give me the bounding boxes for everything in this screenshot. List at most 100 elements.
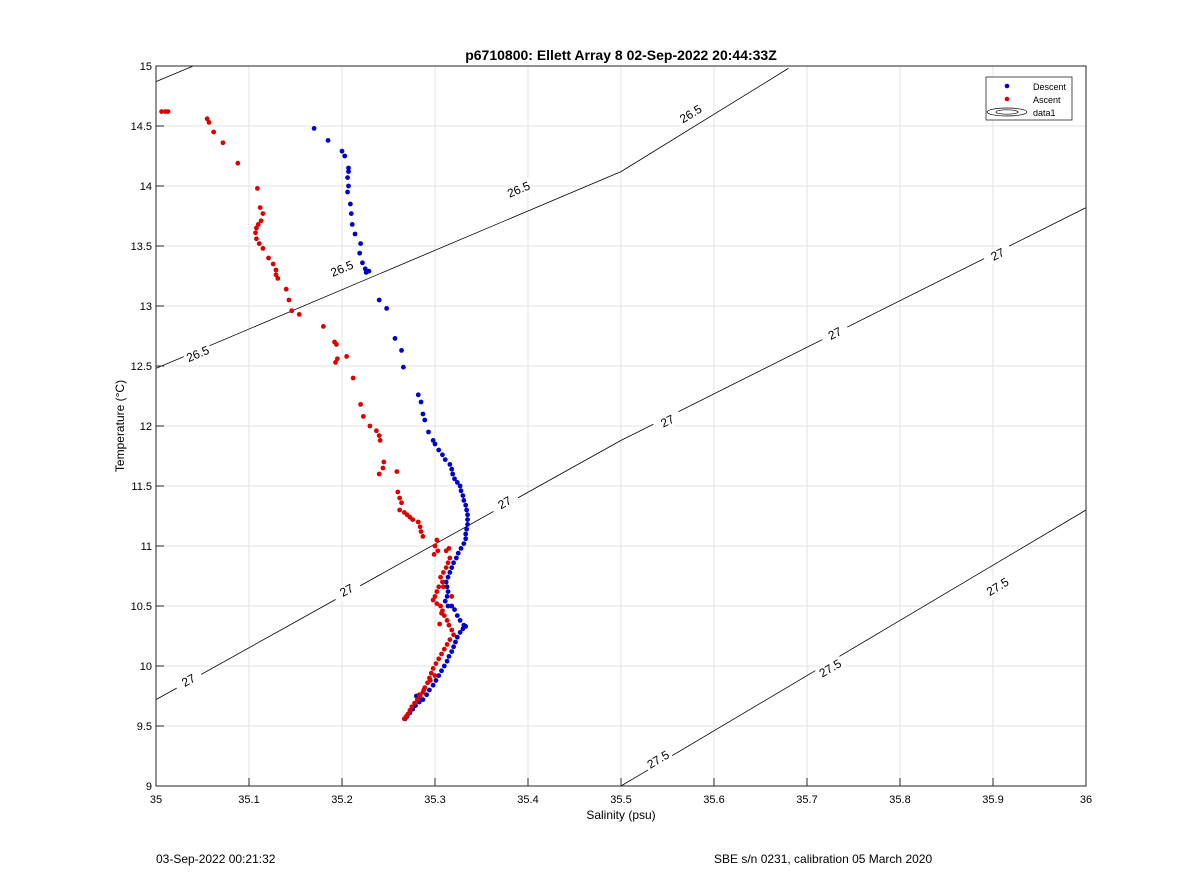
- descent-point: [339, 148, 345, 154]
- x-tick-label: 36: [1080, 794, 1092, 806]
- y-tick-label: 10: [140, 661, 152, 673]
- descent-point: [415, 392, 421, 398]
- ascent-point: [432, 673, 438, 678]
- descent-point: [457, 630, 463, 635]
- descent-point: [392, 336, 398, 341]
- ascent-point: [266, 255, 271, 261]
- isopycnal-label-bg: [675, 100, 707, 128]
- legend-descent-marker: [1004, 83, 1010, 89]
- descent-point: [465, 512, 470, 518]
- ascent-point: [428, 670, 434, 676]
- ascent-point: [427, 678, 433, 683]
- ascent-point: [235, 160, 241, 166]
- ascent-point: [439, 610, 444, 616]
- ascent-point: [434, 589, 440, 594]
- descent-point: [400, 364, 406, 370]
- ascent-point: [350, 375, 356, 381]
- ascent-point: [431, 552, 437, 557]
- ascent-point: [436, 584, 442, 590]
- x-axis-label: Salinity (psu): [586, 808, 655, 822]
- descent-point: [460, 626, 466, 632]
- descent-point: [346, 169, 351, 175]
- descent-point: [366, 268, 372, 274]
- y-tick-label: 9: [146, 781, 152, 793]
- descent-point: [346, 165, 351, 171]
- descent-point: [445, 589, 451, 594]
- ascent-point: [410, 517, 416, 522]
- ascent-point: [417, 524, 423, 530]
- x-tick-label: 35.3: [424, 794, 445, 806]
- legend: Descent Ascent data1: [985, 76, 1073, 121]
- descent-point: [424, 692, 430, 698]
- isopycnal-label: 27: [179, 671, 198, 690]
- ascent-point: [211, 129, 217, 135]
- ascent-point: [220, 140, 226, 146]
- ascent-point: [333, 360, 338, 365]
- descent-point: [426, 429, 431, 435]
- descent-point: [463, 502, 469, 508]
- ascent-point: [399, 500, 404, 506]
- ascent-point: [415, 519, 421, 525]
- y-tick-label: 11: [141, 541, 152, 553]
- descent-point: [399, 348, 404, 353]
- descent-point: [433, 678, 439, 683]
- descent-point: [449, 649, 455, 654]
- descent-point: [348, 211, 354, 217]
- isopycnal-label-bg: [814, 655, 846, 682]
- ascent-point: [449, 627, 455, 633]
- ascent-point: [286, 297, 292, 303]
- descent-point: [464, 507, 470, 513]
- descent-point: [463, 536, 469, 542]
- descent-point: [453, 639, 458, 645]
- x-tick-label: 35.9: [982, 794, 1003, 806]
- ascent-point: [430, 666, 436, 671]
- ascent-point: [296, 312, 302, 317]
- descent-point: [465, 522, 470, 527]
- descent-point: [430, 682, 436, 688]
- ascent-point: [440, 570, 446, 575]
- isopycnal-line: [155, 207, 1087, 700]
- legend-ascent-label: Ascent: [1033, 95, 1061, 105]
- isopycnal-line: [155, 65, 194, 82]
- isopycnal-line: [155, 68, 789, 369]
- ascent-point: [275, 276, 281, 281]
- ascent-point: [381, 459, 387, 465]
- isopycnal-label-bg: [651, 408, 684, 434]
- ascent-point: [436, 656, 442, 662]
- ascent-point: [412, 700, 417, 706]
- descent-point: [457, 483, 463, 489]
- ascent-point: [407, 708, 413, 713]
- ascent-point: [397, 495, 403, 501]
- ascent-point: [270, 261, 276, 267]
- x-tick-label: 35.8: [889, 794, 910, 806]
- descent-point: [464, 526, 470, 532]
- ascent-point: [444, 618, 450, 623]
- descent-point: [454, 613, 460, 618]
- descent-point: [452, 607, 457, 612]
- descent-point: [449, 565, 455, 570]
- descent-point: [311, 125, 317, 131]
- y-axis-label: Temperature (°C): [113, 380, 127, 472]
- ascent-point: [254, 236, 259, 242]
- ascent-point: [376, 433, 382, 438]
- y-tick-label: 9.5: [137, 721, 152, 733]
- descent-point: [441, 663, 447, 669]
- descent-point: [352, 231, 358, 237]
- ascent-point: [447, 637, 453, 642]
- descent-point: [461, 498, 467, 503]
- descent-point: [347, 201, 353, 207]
- y-tick-label: 15: [140, 61, 152, 73]
- ascent-point: [414, 697, 420, 702]
- ascent-point: [258, 218, 264, 224]
- descent-point: [453, 555, 459, 561]
- ascent-point: [374, 428, 379, 434]
- legend-descent-label: Descent: [1033, 82, 1067, 92]
- descent-point: [418, 697, 424, 702]
- ascent-point: [435, 548, 441, 554]
- descent-series: [311, 125, 470, 722]
- ascent-point: [367, 423, 373, 429]
- descent-point: [436, 447, 442, 453]
- ascent-point: [358, 402, 363, 407]
- x-tick-label: 35.6: [703, 794, 724, 806]
- isopycnal-label-bg: [172, 667, 205, 694]
